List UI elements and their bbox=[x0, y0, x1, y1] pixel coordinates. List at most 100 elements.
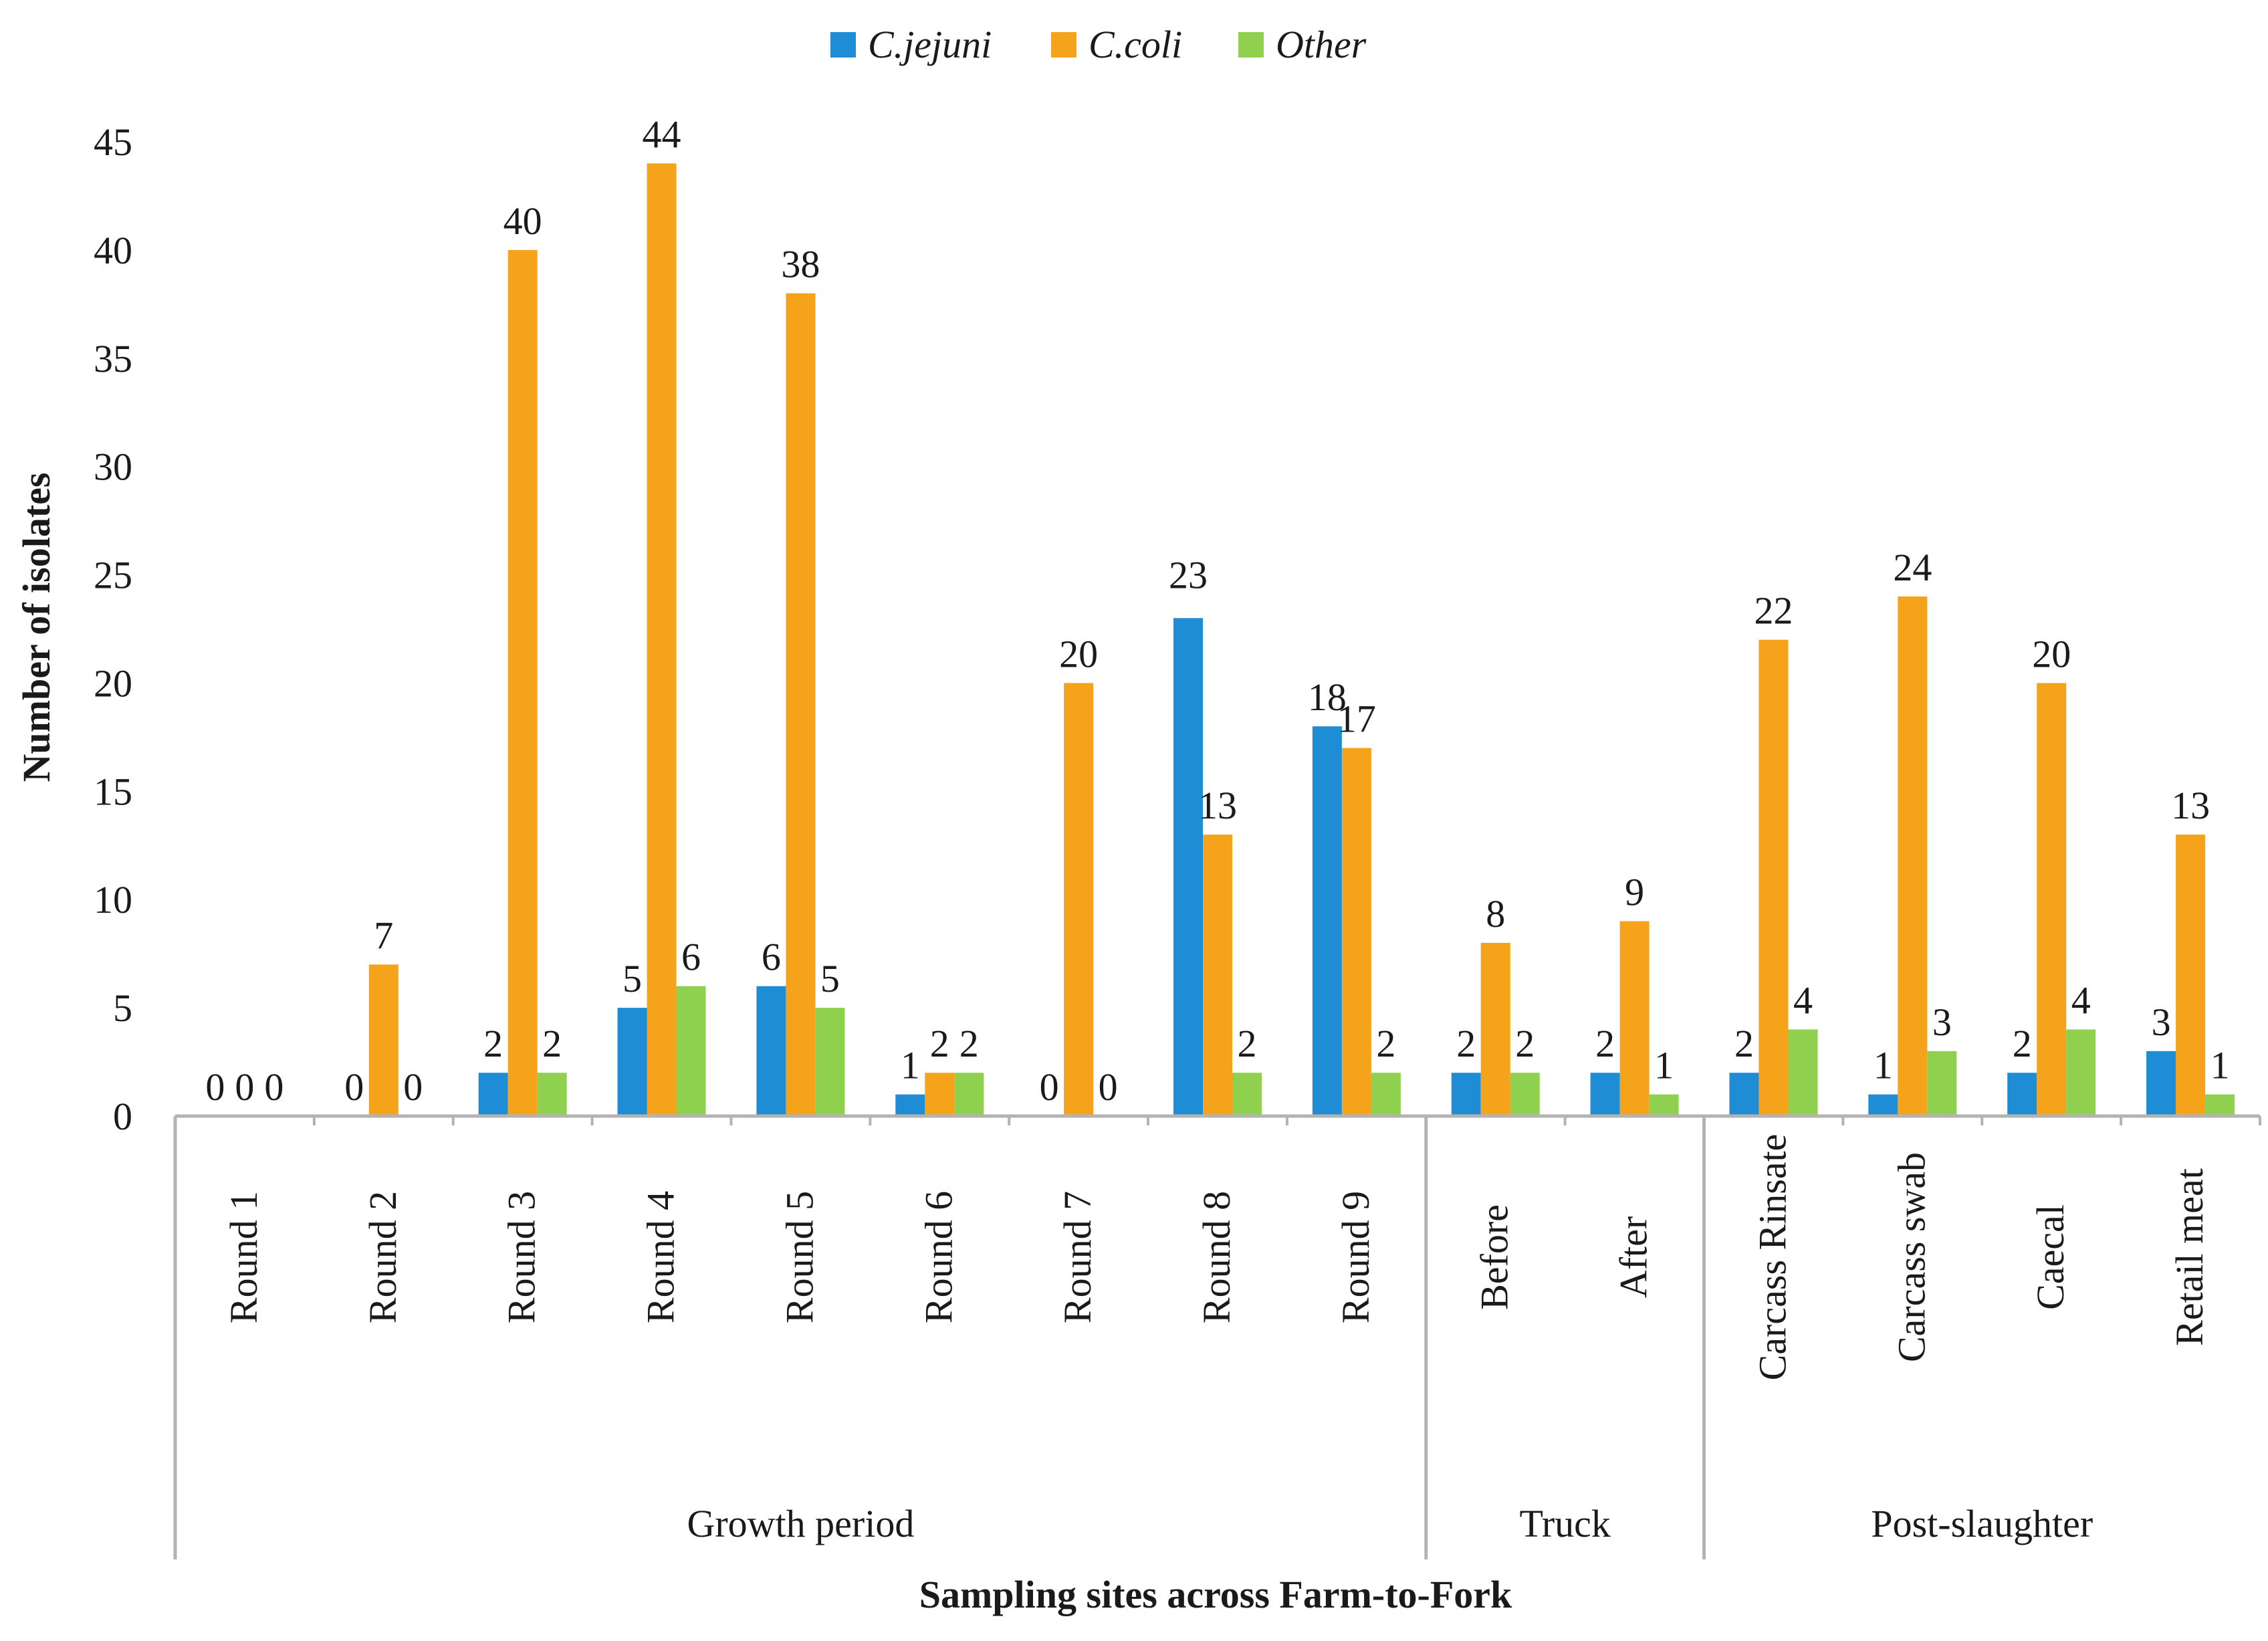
category-label: After bbox=[1612, 1216, 1656, 1298]
bar bbox=[756, 986, 786, 1116]
data-label: 2 bbox=[1376, 1022, 1395, 1065]
data-label: 0 bbox=[235, 1065, 254, 1109]
data-label: 2 bbox=[930, 1022, 949, 1065]
data-label: 0 bbox=[205, 1065, 225, 1109]
bar bbox=[1927, 1051, 1957, 1116]
legend-label: C.jejuni bbox=[868, 23, 992, 66]
y-tick-label: 15 bbox=[94, 770, 132, 813]
legend-swatch bbox=[1051, 32, 1076, 58]
category-label: Retail meat bbox=[2168, 1168, 2211, 1346]
data-label: 38 bbox=[781, 243, 820, 286]
y-axis-title: Number of isolates bbox=[15, 473, 58, 782]
data-label: 1 bbox=[2210, 1044, 2230, 1087]
bar bbox=[925, 1073, 955, 1116]
data-label: 13 bbox=[2171, 784, 2210, 827]
data-label: 2 bbox=[1456, 1022, 1476, 1065]
data-label: 20 bbox=[2032, 632, 2071, 675]
data-label: 4 bbox=[2071, 978, 2091, 1022]
y-tick-label: 5 bbox=[113, 986, 132, 1030]
bar bbox=[1312, 726, 1342, 1116]
group-label: Post-slaughter bbox=[1871, 1502, 2093, 1545]
category-label: Carcass Rinsate bbox=[1750, 1134, 1794, 1381]
data-label: 22 bbox=[1754, 589, 1793, 633]
bar bbox=[617, 1008, 647, 1116]
data-label: 2 bbox=[1238, 1022, 1257, 1065]
bars bbox=[368, 163, 2235, 1117]
bar bbox=[478, 1073, 508, 1116]
data-label: 6 bbox=[762, 936, 781, 979]
bar bbox=[2066, 1029, 2096, 1116]
category-label: Carcass swab bbox=[1890, 1152, 1933, 1362]
data-label: 0 bbox=[1099, 1065, 1118, 1109]
group-label: Growth period bbox=[687, 1502, 914, 1545]
y-tick-label: 20 bbox=[94, 661, 132, 705]
category-label: Round 5 bbox=[778, 1191, 821, 1323]
data-label: 0 bbox=[403, 1065, 423, 1109]
bar bbox=[537, 1073, 567, 1116]
bar bbox=[1173, 618, 1203, 1116]
bar bbox=[954, 1073, 984, 1116]
data-label: 44 bbox=[643, 112, 681, 156]
data-label: 1 bbox=[1654, 1044, 1674, 1087]
data-label: 6 bbox=[681, 936, 701, 979]
data-label: 2 bbox=[483, 1022, 503, 1065]
bar bbox=[507, 249, 538, 1116]
data-label: 20 bbox=[1059, 632, 1098, 675]
y-tick-label: 10 bbox=[94, 878, 132, 921]
bar bbox=[895, 1094, 925, 1116]
bar bbox=[1232, 1073, 1262, 1116]
legend-label: Other bbox=[1276, 23, 1367, 66]
data-label: 2 bbox=[2013, 1022, 2032, 1065]
category-label: Round 3 bbox=[500, 1191, 544, 1323]
y-tick-label: 0 bbox=[113, 1095, 132, 1138]
data-label: 4 bbox=[1793, 978, 1813, 1022]
x-axis-title: Sampling sites across Farm-to-Fork bbox=[919, 1573, 1512, 1616]
data-label: 7 bbox=[374, 913, 393, 957]
category-label: Round 2 bbox=[361, 1191, 405, 1323]
category-label: Round 8 bbox=[1195, 1191, 1238, 1323]
y-tick-label: 45 bbox=[94, 120, 132, 164]
bar bbox=[1759, 639, 1789, 1116]
bar bbox=[1203, 835, 1232, 1116]
data-label: 2 bbox=[1515, 1022, 1535, 1065]
data-label: 3 bbox=[2152, 1000, 2171, 1044]
data-label: 0 bbox=[264, 1065, 284, 1109]
data-label: 0 bbox=[344, 1065, 364, 1109]
data-label: 1 bbox=[901, 1044, 920, 1087]
data-label: 24 bbox=[1893, 546, 1932, 589]
y-tick-label: 30 bbox=[94, 445, 132, 489]
category-label: Round 4 bbox=[639, 1191, 683, 1323]
bar bbox=[815, 1008, 845, 1116]
bar bbox=[2146, 1051, 2176, 1116]
bar bbox=[2007, 1073, 2037, 1116]
data-label: 9 bbox=[1625, 871, 1644, 914]
category-label: Round 7 bbox=[1056, 1191, 1099, 1323]
data-label: 2 bbox=[542, 1022, 562, 1065]
legend-label: C.coli bbox=[1089, 23, 1182, 66]
y-tick-label: 25 bbox=[94, 554, 132, 597]
data-label: 23 bbox=[1169, 554, 1208, 597]
category-label: Round 9 bbox=[1334, 1191, 1377, 1323]
bar bbox=[1868, 1094, 1898, 1116]
x-axis: Round 1 Round 2 Round 3 Round 4 Round 5 Round… bbox=[173, 1114, 2261, 1559]
data-label: 13 bbox=[1198, 784, 1237, 827]
bar bbox=[1510, 1073, 1540, 1116]
bar bbox=[1480, 942, 1510, 1116]
data-label: 40 bbox=[503, 199, 542, 243]
category-label: Caecal bbox=[2029, 1204, 2072, 1310]
bar bbox=[2037, 683, 2067, 1116]
data-label: 5 bbox=[622, 957, 642, 1000]
bar bbox=[676, 986, 706, 1116]
bar bbox=[1788, 1029, 1818, 1116]
bar bbox=[1590, 1073, 1620, 1116]
data-label: 1 bbox=[1874, 1044, 1893, 1087]
data-label: 8 bbox=[1486, 892, 1505, 936]
data-label: 18 bbox=[1308, 675, 1347, 719]
bar bbox=[1451, 1073, 1481, 1116]
bar bbox=[1341, 748, 1371, 1116]
bar bbox=[1064, 683, 1094, 1116]
legend-swatch bbox=[1238, 32, 1264, 58]
bar bbox=[1898, 596, 1928, 1116]
